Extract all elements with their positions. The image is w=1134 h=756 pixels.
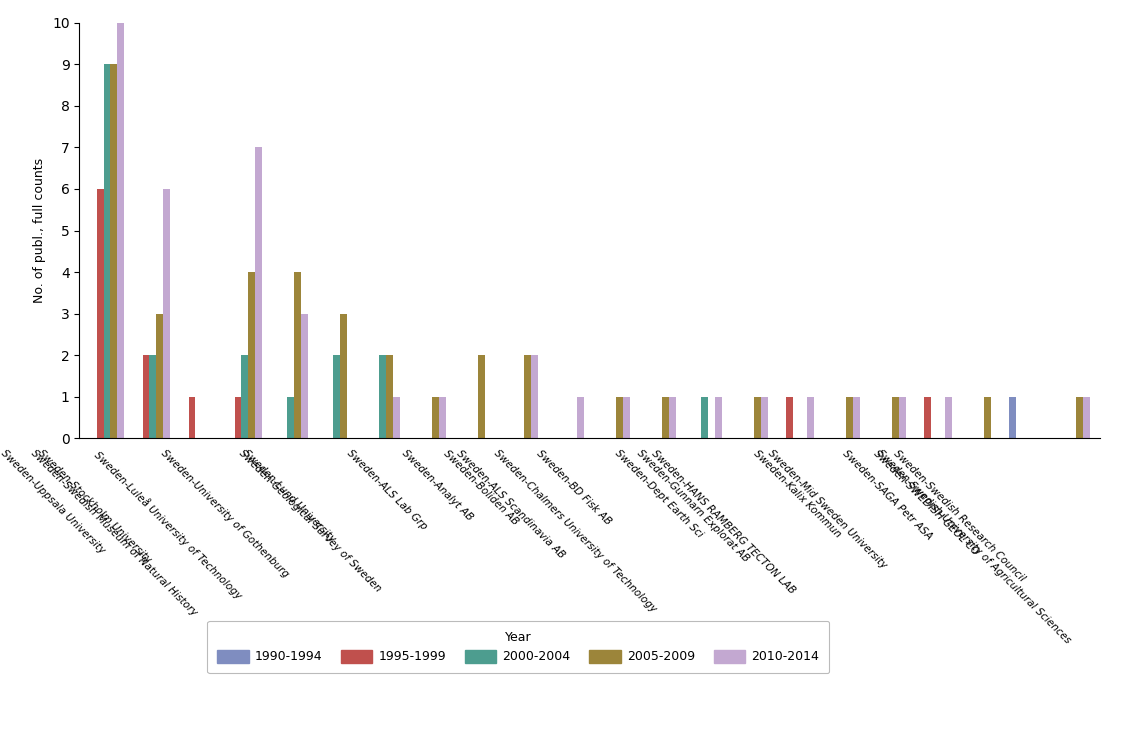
Bar [531,355,538,438]
Bar [387,355,393,438]
Bar [248,272,255,438]
Y-axis label: No. of publ., full counts: No. of publ., full counts [34,158,46,303]
Bar [380,355,387,438]
Bar [163,189,170,438]
Bar [524,355,531,438]
Bar [853,397,860,438]
Bar [701,397,708,438]
Bar [984,397,991,438]
Bar [945,397,951,438]
Bar [892,397,899,438]
Bar [899,397,906,438]
Bar [143,355,150,438]
Bar [439,397,446,438]
Bar [188,397,195,438]
Bar [255,147,262,438]
Bar [96,189,103,438]
Bar [302,314,308,438]
Bar [235,397,242,438]
Bar [754,397,761,438]
Bar [616,397,623,438]
Bar [1009,397,1016,438]
Bar [577,397,584,438]
Bar [1083,397,1090,438]
Bar [807,397,814,438]
Bar [714,397,722,438]
Bar [479,355,485,438]
Bar [117,23,125,438]
Bar [242,355,248,438]
Bar [333,355,340,438]
Bar [761,397,768,438]
Legend: 1990-1994, 1995-1999, 2000-2004, 2005-2009, 2010-2014: 1990-1994, 1995-1999, 2000-2004, 2005-20… [208,621,829,674]
Bar [786,397,793,438]
Bar [432,397,439,438]
Bar [393,397,400,438]
Bar [924,397,931,438]
Bar [103,64,110,438]
Bar [669,397,676,438]
Bar [156,314,163,438]
Bar [1076,397,1083,438]
Bar [295,272,302,438]
Bar [150,355,156,438]
Bar [340,314,347,438]
Bar [287,397,295,438]
Bar [662,397,669,438]
Bar [110,64,117,438]
Bar [846,397,853,438]
Bar [623,397,629,438]
